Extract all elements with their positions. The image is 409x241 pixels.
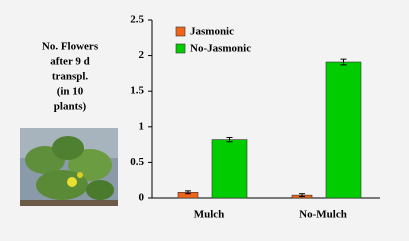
- page: {"chart_data": {"type": "bar", "ylabel":…: [0, 0, 409, 241]
- y-tick-label: 2: [139, 49, 145, 61]
- y-tick-label: 1: [139, 120, 145, 132]
- y-axis-label: No. Flowers: [42, 41, 99, 53]
- legend-swatch: [176, 27, 185, 36]
- y-axis-label: (in 10: [57, 86, 84, 98]
- legend-swatch: [176, 44, 185, 53]
- y-tick-label: 2.5: [130, 14, 144, 26]
- y-axis-label: transpl.: [52, 71, 89, 83]
- bar: [326, 62, 361, 198]
- legend-label: No-Jasmonic: [190, 43, 251, 55]
- y-axis-label: plants): [54, 101, 87, 113]
- plant-photo: [20, 128, 118, 206]
- x-tick-label: No-Mulch: [299, 209, 347, 221]
- y-tick-label: 1.5: [130, 85, 144, 97]
- x-tick-label: Mulch: [194, 209, 225, 221]
- bar: [212, 140, 247, 198]
- y-tick-label: 0.5: [130, 156, 144, 168]
- chart: No. Flowers after 9 d transpl. (in 10 plants…: [0, 0, 409, 241]
- legend-label: Jasmonic: [190, 26, 234, 38]
- y-axis-label: after 9 d: [50, 56, 90, 68]
- y-tick-label: 0: [139, 192, 145, 204]
